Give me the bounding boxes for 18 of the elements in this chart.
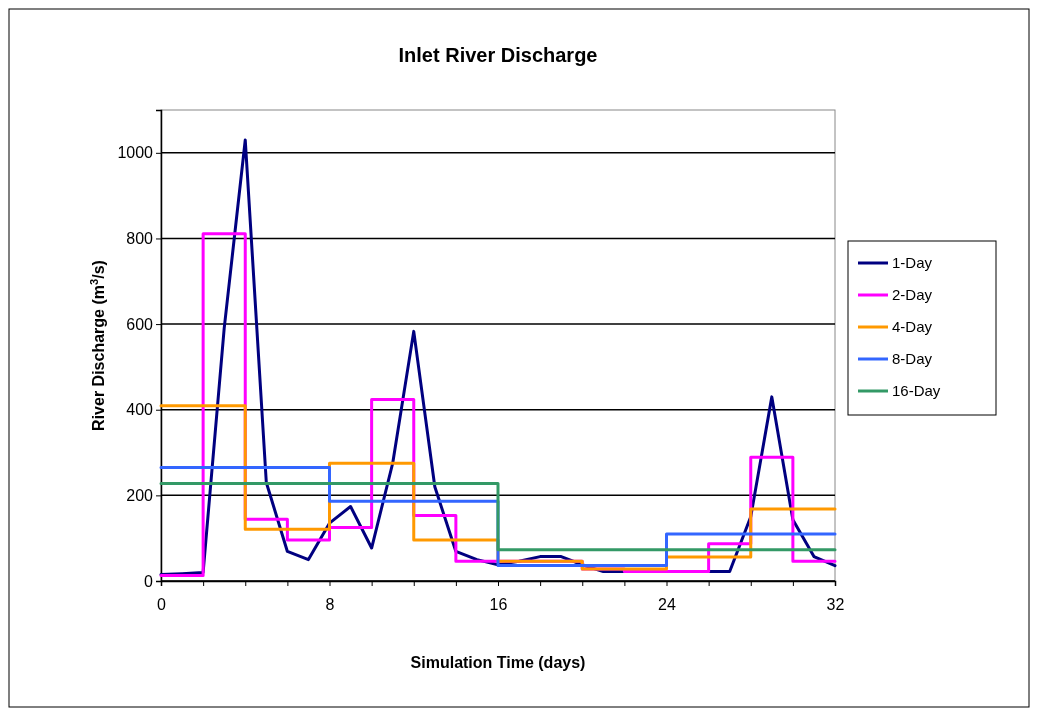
- x-tick-label: 32: [826, 595, 845, 613]
- y-tick-label: 400: [126, 401, 154, 419]
- y-tick-label: 200: [126, 486, 154, 504]
- legend-label: 16-Day: [892, 382, 941, 399]
- x-tick-label: 8: [325, 595, 335, 613]
- y-tick-label: 1000: [117, 144, 154, 162]
- x-tick-label: 24: [658, 595, 676, 613]
- y-tick-label: 800: [126, 230, 154, 248]
- x-tick-label: 0: [157, 595, 167, 613]
- x-tick-label: 16: [489, 595, 508, 613]
- x-axis-title: Simulation Time (days): [410, 654, 586, 671]
- y-tick-label: 0: [144, 572, 154, 590]
- legend-label: 2-Day: [892, 286, 933, 303]
- legend-label: 8-Day: [892, 350, 933, 367]
- y-tick-label: 600: [126, 315, 154, 333]
- legend-label: 4-Day: [892, 318, 933, 335]
- legend-label: 1-Day: [892, 254, 933, 271]
- chart-title: Inlet River Discharge: [398, 44, 598, 66]
